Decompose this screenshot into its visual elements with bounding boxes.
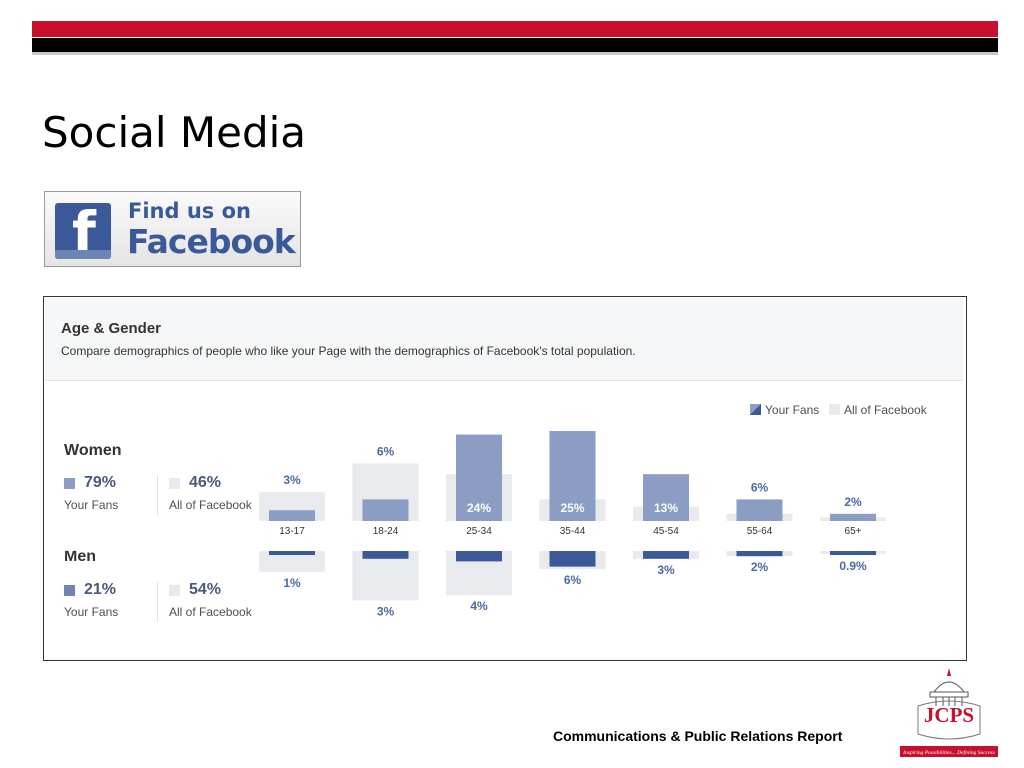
slide-title: Social Media [42, 108, 307, 157]
men-fans-data-label: 4% [470, 599, 488, 613]
men-fans-data-label: 3% [657, 563, 675, 577]
men-fans-bar [643, 551, 689, 559]
men-fans-bar [736, 551, 783, 557]
women-fans-data-label: 2% [844, 495, 862, 509]
women-all-pct: 46% [189, 474, 222, 491]
women-fans-data-label: 6% [751, 480, 769, 494]
women-heading: Women [64, 442, 122, 459]
women-all-label: All of Facebook [169, 498, 252, 512]
jcps-logo-graphic: JCPS Inspiring Possibilities... Defining… [900, 668, 998, 757]
men-facebook-bar [259, 551, 325, 572]
jcps-logo: JCPS Inspiring Possibilities... Defining… [896, 664, 1002, 760]
men-fans-data-label: 6% [564, 573, 582, 587]
women-fans-data-label: 3% [283, 473, 301, 487]
women-fans-label: Your Fans [64, 498, 119, 512]
fans-legend-swatch [750, 404, 761, 415]
facebook-swatch [169, 585, 180, 596]
panel-title: Age & Gender [61, 320, 162, 337]
age-tick-label: 65+ [845, 526, 862, 537]
age-tick-label: 18-24 [373, 526, 399, 537]
men-fans-data-label: 2% [751, 560, 769, 574]
panel-subtitle: Compare demographics of people who like … [61, 344, 636, 358]
age-gender-panel: Age & Gender Compare demographics of peo… [43, 296, 967, 661]
men-fans-bar [269, 551, 315, 555]
divider [157, 475, 158, 515]
women-fans-data-label: 6% [377, 444, 395, 458]
women-fans-bar [269, 510, 315, 521]
women-fans-data-label: 25% [560, 501, 584, 515]
women-fans-bar [362, 499, 409, 521]
svg-text:JCPS: JCPS [924, 703, 974, 727]
men-fans-bar [362, 551, 409, 559]
women-fans-bar [456, 434, 502, 521]
men-fans-data-label: 0.9% [839, 559, 867, 573]
fans-swatch [64, 585, 75, 596]
age-tick-label: 45-54 [653, 526, 679, 537]
footer-text: Communications & Public Relations Report [553, 728, 843, 744]
facebook-swatch [169, 478, 180, 489]
facebook-badge-line1: Find us on [128, 199, 251, 223]
women-fans-data-label: 24% [467, 501, 491, 515]
age-tick-label: 13-17 [279, 526, 305, 537]
age-gender-chart: 3% 1% 13-17 6% 3% 18-24 24% 4% 25-34 25% 6% 35-44 13… [45, 431, 963, 618]
men-fans-label: Your Fans [64, 605, 119, 619]
find-us-on-facebook-badge[interactable]: f Find us on Facebook [44, 191, 301, 267]
men-all-pct: 54% [189, 581, 222, 598]
legend-your-fans: Your Fans [750, 403, 819, 417]
age-tick-label: 25-34 [466, 526, 492, 537]
men-heading: Men [64, 548, 96, 565]
men-fans-bar [830, 551, 876, 555]
men-fans-data-label: 1% [283, 576, 301, 590]
women-fans-bar [549, 431, 596, 521]
header-black-bar [32, 38, 998, 52]
header-shadow [32, 52, 998, 55]
women-fans-bar [736, 499, 783, 521]
men-fans-bar [549, 551, 596, 567]
facebook-badge-line2: Facebook [127, 222, 296, 261]
age-axis-band [45, 521, 963, 551]
women-fans-pct: 79% [84, 474, 117, 491]
age-tick-label: 55-64 [747, 526, 773, 537]
legend-all-of-facebook-label: All of Facebook [844, 403, 927, 417]
fans-swatch [64, 478, 75, 489]
legend-your-fans-label: Your Fans [765, 403, 820, 417]
age-tick-label: 35-44 [560, 526, 586, 537]
men-facebook-bar [352, 551, 419, 601]
men-fans-data-label: 3% [377, 604, 395, 618]
legend-all-of-facebook: All of Facebook [829, 403, 927, 417]
facebook-f-icon: f [55, 203, 111, 259]
men-all-label: All of Facebook [169, 605, 252, 619]
men-fans-pct: 21% [84, 581, 117, 598]
women-fans-data-label: 13% [654, 501, 678, 515]
women-fans-bar [830, 513, 876, 521]
header-red-bar [32, 21, 998, 37]
svg-text:Inspiring Possibilities... Def: Inspiring Possibilities... Defining Succ… [902, 749, 995, 756]
women-fans-bar [643, 474, 689, 521]
facebook-legend-swatch [829, 404, 840, 415]
panel-header: Age & Gender Compare demographics of peo… [45, 298, 963, 381]
divider [157, 582, 158, 622]
men-fans-bar [456, 551, 502, 562]
